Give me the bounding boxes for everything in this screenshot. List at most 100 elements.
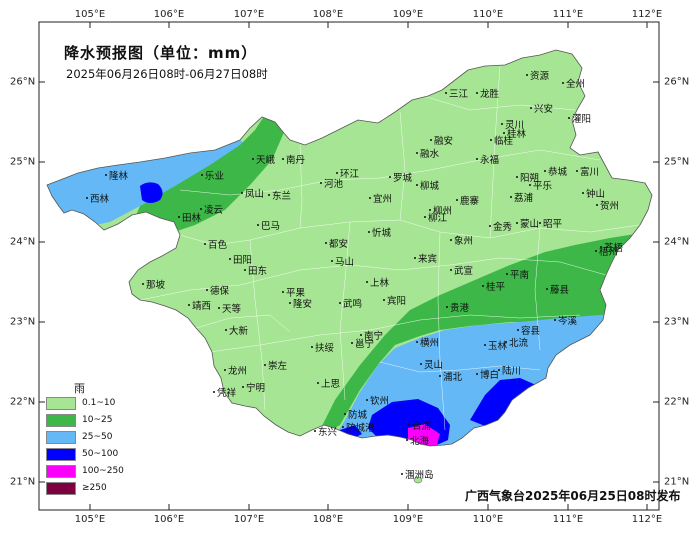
city-label: 宜州 <box>368 191 392 205</box>
city-label: 乐业 <box>200 168 224 182</box>
legend-label: 0.1~10 <box>82 398 116 408</box>
city-label: 那坡 <box>141 277 165 291</box>
lon-label: 110°E <box>472 9 504 20</box>
city-label: 灵川 <box>500 117 524 131</box>
forecast-period: 2025年06月26日08时-06月27日08时 <box>66 67 268 81</box>
city-label: 贵港 <box>445 300 469 314</box>
city-label: 融安 <box>429 133 453 147</box>
city-label: 鹿寨 <box>455 193 479 207</box>
city-label: 田林 <box>177 210 201 224</box>
city-label: 苍梧 <box>599 240 623 254</box>
city-label: 贺州 <box>595 198 619 212</box>
city-label: 临桂 <box>489 133 513 147</box>
legend-swatch <box>46 413 76 427</box>
weizhou-island <box>413 476 423 484</box>
city-label: 来宾 <box>413 251 437 265</box>
legend-title: 雨 <box>74 382 85 395</box>
lon-label: 109°E <box>392 9 424 20</box>
city-label: 东兰 <box>267 188 291 202</box>
lon-label: 105°E <box>74 514 106 525</box>
lat-label: 23°N <box>10 316 36 328</box>
city-label: 东兴 <box>313 424 337 438</box>
city-label: 全州 <box>561 76 585 90</box>
city-label: 北流 <box>504 335 528 349</box>
city-label: 涠洲岛 <box>401 467 434 481</box>
city-label: 河池 <box>319 176 343 190</box>
lat-label: 24°N <box>10 236 36 248</box>
city-label: 凤山 <box>240 186 264 200</box>
city-label: 柳江 <box>423 210 447 224</box>
map-title: 降水预报图（单位：mm） <box>64 44 258 62</box>
city-label: 大新 <box>224 323 248 337</box>
city-label: 恭城 <box>543 164 567 178</box>
lon-label: 108°E <box>312 514 344 525</box>
city-label: 浦北 <box>438 369 462 383</box>
city-label: 西林 <box>85 191 109 205</box>
legend-swatch <box>46 396 76 410</box>
legend-swatch <box>46 430 76 444</box>
city-label: 扶绥 <box>310 340 334 354</box>
city-label: 宁明 <box>241 380 265 394</box>
city-label: 柳州 <box>428 203 452 217</box>
city-label: 天峨 <box>251 152 275 166</box>
city-label: 都安 <box>324 236 348 250</box>
lon-label: 111°E <box>552 9 584 20</box>
city-label: 梧州 <box>594 244 618 258</box>
city-label: 富川 <box>575 164 599 178</box>
city-label: 平南 <box>505 267 529 281</box>
city-label: 凭祥 <box>212 385 236 399</box>
city-label: 昭平 <box>538 216 562 230</box>
legend-swatch <box>46 464 76 478</box>
city-label: 三江 <box>444 86 468 100</box>
lat-label: 24°N <box>664 236 690 248</box>
lon-label: 110°E <box>472 514 504 525</box>
legend-item: 0.1~10 <box>46 396 115 410</box>
legend-item: 10~25 <box>46 413 112 427</box>
city-label: 横州 <box>415 335 439 349</box>
city-label: 上思 <box>316 376 340 390</box>
city-label: 靖西 <box>187 298 211 312</box>
lon-label: 111°E <box>552 514 584 525</box>
legend-item: 50~100 <box>46 447 118 461</box>
lon-label: 107°E <box>233 514 265 525</box>
city-label: 凌云 <box>199 202 223 216</box>
city-label: 桂平 <box>481 279 505 293</box>
city-label: 兴安 <box>529 101 553 115</box>
city-label: 武鸣 <box>338 296 362 310</box>
city-label: 德保 <box>205 283 229 297</box>
city-label: 南丹 <box>281 152 305 166</box>
city-label: 上林 <box>365 275 389 289</box>
lon-label: 106°E <box>153 514 185 525</box>
legend-label: 50~100 <box>82 449 119 459</box>
city-label: 邕宁 <box>350 336 374 350</box>
city-label: 钦州 <box>365 393 389 407</box>
city-label: 宾阳 <box>382 293 406 307</box>
lat-label: 26°N <box>10 76 36 88</box>
city-label: 合浦 <box>407 418 431 432</box>
lat-label: 21°N <box>10 476 36 488</box>
legend-label: 10~25 <box>82 415 113 425</box>
city-label: 隆林 <box>104 168 128 182</box>
legend-swatch <box>46 481 76 495</box>
city-label: 天等 <box>217 301 241 315</box>
city-label: 灵山 <box>419 357 443 371</box>
lat-label: 26°N <box>664 76 690 88</box>
city-label: 金秀 <box>488 219 512 233</box>
lat-label: 25°N <box>664 156 690 168</box>
legend-label: ≥250 <box>82 483 107 493</box>
city-label: 龙胜 <box>475 86 499 100</box>
city-label: 玉林 <box>483 338 507 352</box>
city-label: 忻城 <box>367 225 391 239</box>
legend-swatch <box>46 447 76 461</box>
legend-item: 100~250 <box>46 464 124 478</box>
legend-label: 25~50 <box>82 432 113 442</box>
city-label: 防城港 <box>342 420 375 434</box>
city-label: 平果 <box>281 285 305 299</box>
lat-label: 22°N <box>664 396 690 408</box>
city-label: 罗城 <box>388 170 412 184</box>
lon-label: 109°E <box>392 514 424 525</box>
city-label: 博白 <box>475 367 499 381</box>
city-label: 融水 <box>415 146 439 160</box>
city-label: 荔浦 <box>509 190 533 204</box>
